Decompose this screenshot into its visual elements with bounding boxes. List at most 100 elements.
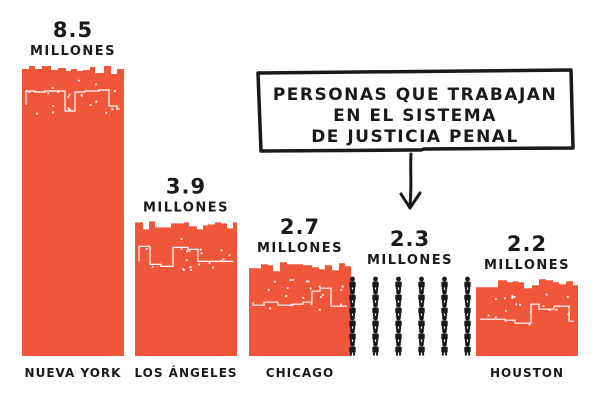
bar-2-skyline-outline [252,287,347,307]
bar-0-window [77,79,80,82]
bar-1-category-label: LOS ÁNGELES [134,365,237,380]
bar-0-value-label: 8.5 [53,18,93,42]
bar-2-window [302,296,305,299]
person-icon [372,315,379,330]
bar-3-value-label: 2.3 [390,227,430,251]
bars-layer [22,66,578,356]
bar-0-window [52,105,55,107]
person-icon [418,315,425,330]
bar-1-shape [135,221,237,356]
bar-4 [476,279,578,356]
person-icon [441,276,448,291]
bar-1-window [185,259,188,262]
annotation-frame [256,68,575,153]
bar-1-unit-label: MILLONES [143,200,229,215]
person-icon [349,315,356,330]
bar-2-window [273,280,276,283]
bar-1-window [183,269,185,271]
person-icon [372,328,379,343]
bar-2-window [292,279,294,281]
person-icon [372,289,379,304]
person-icon [395,341,402,356]
bar-0-window [67,95,70,98]
person-icon [372,341,379,356]
person-icon [441,289,448,304]
bar-4-window [513,296,516,298]
bar-4-shape [476,279,578,356]
bar-1-window [190,269,192,271]
person-icon [441,315,448,330]
bar-1 [135,221,237,356]
bar-4-unit-label: MILLONES [484,258,570,273]
bar-0-window [52,111,54,114]
bar-2-window [340,303,342,306]
bar-1-window [228,254,231,257]
person-icon [349,289,356,304]
bar-2-window [306,280,308,283]
bar-0-shape [22,66,124,356]
person-icon [464,289,471,304]
bar-3-unit-label: MILLONES [367,253,453,268]
person-icon [395,289,402,304]
bar-1-window [180,248,183,250]
people-pictogram [349,276,471,356]
bar-4-window [566,296,569,298]
bar-2-category-label: CHICAGO [266,366,334,380]
bar-4-window [548,309,551,311]
bar-4-window [487,314,490,317]
bar-0-window [89,104,92,106]
person-icon [418,341,425,356]
bar-0-window [67,107,70,110]
bar-1-window [199,248,202,251]
bar-2-shape [249,262,351,356]
bar-2-window [309,287,312,290]
bar-4-window [555,308,558,311]
bar-4-window [504,319,507,322]
bar-0-window [111,108,114,111]
bar-4-window [505,310,507,312]
bar-2-window [341,285,344,288]
bar-1-window [222,258,225,261]
bar-4-window [504,297,506,300]
bar-1-window [151,266,154,268]
bar-1-window [200,252,203,255]
person-icon [441,302,448,317]
bar-0 [22,66,124,356]
bar-0-window [94,83,97,86]
person-icon [349,302,356,317]
bar-1-window [208,262,211,264]
bar-1-window [186,250,188,253]
bar-1-window [145,247,148,250]
bar-0-window [95,100,98,103]
bar-1-window [198,263,200,266]
bar-2-window [269,307,272,310]
bar-2-window [340,289,343,291]
bar-4-skyline-outline [480,303,574,324]
bar-4-window [519,303,521,306]
arrow-head [399,191,422,210]
bar-2-window [320,296,322,298]
bar-1-window [220,259,223,262]
person-icon [372,302,379,317]
arrow-shaft [408,152,413,207]
bar-0-category-label: NUEVA YORK [25,366,122,380]
bar-2-window [285,295,287,297]
bar-4-window [542,305,545,308]
bar-2-window [307,280,310,283]
bar-4-value-label: 2.2 [507,232,547,256]
bar-2-window [289,279,292,281]
person-icon [395,302,402,317]
bar-0-window [36,112,38,115]
bar-1-skyline-outline [138,245,233,267]
bar-4-window [511,296,514,299]
bar-4-window [511,295,514,297]
bar-0-window [57,91,59,93]
bar-2-window [318,285,321,288]
annotation-line-2: EN EL SISTEMA [333,106,497,126]
bar-2-window [290,304,292,307]
bar-2-window [321,294,324,296]
person-icon [372,276,379,291]
person-icon [418,276,425,291]
bar-4-category-label: HOUSTON [490,366,564,380]
